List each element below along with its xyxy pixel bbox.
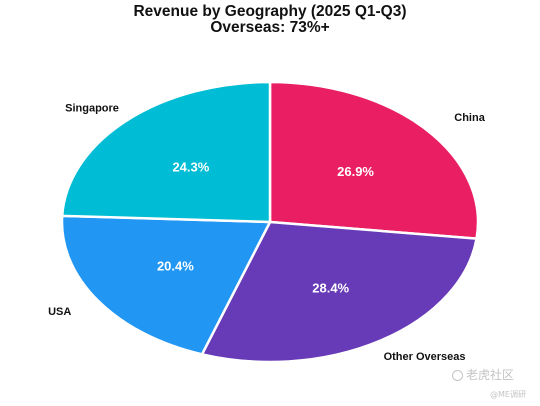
pie-slice-china xyxy=(268,80,480,241)
slice-category-label-usa: USA xyxy=(48,306,71,318)
chart-title-main: Revenue by Geography (2025 Q1-Q3) xyxy=(133,3,407,20)
chart-subtitle: Overseas: 73%+ xyxy=(210,19,330,36)
watermark-brand: 老虎社区 xyxy=(452,366,514,383)
slice-percent-label-other-overseas: 28.4% xyxy=(312,280,349,295)
pie-slice-other-overseas xyxy=(200,220,478,364)
pie-slice-usa xyxy=(60,214,273,356)
slice-category-label-china: China xyxy=(454,112,485,124)
watermark-brand-text: 老虎社区 xyxy=(466,368,515,382)
slice-percent-label-usa: 20.4% xyxy=(157,258,194,273)
slice-category-label-singapore: Singapore xyxy=(65,103,119,115)
pie-slice-singapore xyxy=(60,80,272,224)
chart-title: Revenue by Geography (2025 Q1-Q3) Overse… xyxy=(0,4,540,36)
watermark-handle: @ME调研 xyxy=(490,390,526,399)
slice-percent-label-singapore: 24.3% xyxy=(172,159,209,174)
slice-percent-label-china: 26.9% xyxy=(337,164,374,179)
tiger-logo-icon xyxy=(452,370,463,381)
slice-category-label-other-overseas: Other Overseas xyxy=(384,351,466,363)
